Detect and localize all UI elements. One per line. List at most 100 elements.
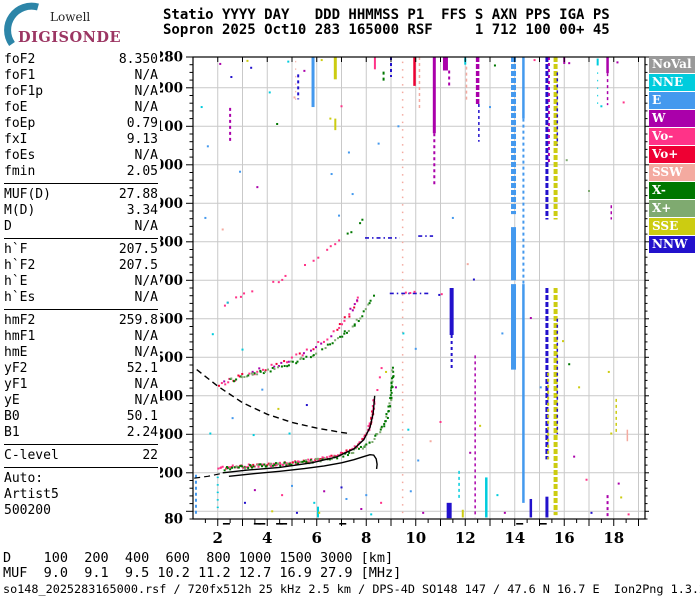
legend-item-ssw: SSW: [649, 164, 695, 181]
echo-dot: [301, 354, 304, 357]
echo-dot: [329, 343, 332, 346]
echo-dot: [279, 463, 282, 466]
echo-dot: [247, 374, 250, 377]
echo-dot: [316, 457, 319, 460]
param-label: yF2: [4, 361, 28, 376]
param-value: 3.34: [126, 203, 158, 218]
noise-dot: [276, 122, 279, 125]
noise-dot: [397, 125, 400, 128]
param-value: N/A: [134, 290, 158, 305]
param-row-hes: h`Es N/A: [4, 290, 158, 306]
x-axis-label: 6: [312, 529, 322, 547]
echo-dot: [334, 243, 337, 246]
noise-dot: [345, 497, 348, 500]
axis-mark: [516, 523, 524, 525]
echo-dot: [237, 374, 240, 377]
legend-item-vo: Vo-: [649, 128, 695, 145]
noise-dot: [305, 404, 308, 407]
echo-dot: [335, 455, 338, 458]
echo-dot: [283, 360, 286, 363]
echo-dot: [330, 454, 333, 457]
echo-dot: [352, 451, 355, 454]
echo-dot: [353, 324, 356, 327]
echo-dot: [297, 460, 300, 463]
x-axis-label: 4: [262, 529, 272, 547]
echo-dot: [256, 370, 259, 373]
echo-dot: [371, 441, 374, 444]
noise-dot: [252, 434, 255, 437]
echo-dot: [270, 465, 273, 468]
echo-dot: [317, 458, 320, 461]
echo-dot: [278, 461, 281, 464]
param-value: N/A: [134, 84, 158, 99]
echo-dot: [314, 346, 317, 349]
logo-graphic: Lowell DIGISONDE: [4, 2, 121, 47]
parameter-panel: foF2 8.350 foF1 N/A foF1p N/A foE N/A foEp 0.79 fx…: [4, 52, 158, 525]
echo-dot: [273, 463, 276, 466]
header-line1: Statio YYYY DAY DDD HHMMSS P1 FFS S AXN …: [163, 7, 610, 23]
echo-dot: [270, 363, 273, 366]
param-value: N/A: [134, 219, 158, 234]
param-value: 259.8: [118, 313, 158, 328]
echo-dot: [390, 398, 393, 401]
noise-dot: [231, 417, 234, 420]
noise-dot: [422, 511, 425, 514]
echo-dot: [361, 218, 364, 221]
echo-dot: [332, 330, 335, 333]
echo-dot: [363, 435, 366, 438]
echo-dot: [269, 370, 272, 373]
param-group-5: Auto: Artist5 500200: [4, 471, 158, 522]
legend-item-vo: Vo+: [649, 146, 695, 163]
param-label: yF1: [4, 377, 28, 392]
echo-dot: [241, 465, 244, 468]
echo-dot: [368, 302, 371, 305]
noise-dot: [469, 451, 472, 454]
echo-dot: [328, 455, 331, 458]
noise-dot: [288, 432, 291, 435]
echo-dot: [229, 466, 232, 469]
param-row-hme: hmE N/A: [4, 345, 158, 361]
param-row-fxi: fxI 9.13: [4, 132, 158, 148]
x-axis-label: 12: [455, 529, 476, 547]
echo-dot: [251, 290, 254, 293]
logo-digisonde-text: DIGISONDE: [18, 29, 121, 46]
noise-dot: [221, 228, 224, 231]
echo-dot: [290, 360, 293, 363]
noise-dot: [409, 292, 412, 295]
echo-dot: [286, 361, 289, 364]
legend-item-x: X+: [649, 200, 695, 217]
echo-dot: [364, 444, 367, 447]
echo-dot: [391, 369, 394, 372]
echo-dot: [322, 340, 325, 343]
echo-dot: [275, 463, 278, 466]
param-value: N/A: [134, 345, 158, 360]
echo-dot: [277, 364, 280, 367]
echo-dot: [367, 425, 370, 428]
x-axis-label: 2: [213, 529, 223, 547]
param-label: fmin: [4, 164, 36, 179]
param-row-artist5: Artist5: [4, 487, 158, 503]
echo-dot: [269, 462, 272, 465]
echo-dot: [339, 335, 342, 338]
echo-dot: [303, 460, 306, 463]
param-label: foEs: [4, 148, 36, 163]
noise-dot: [277, 407, 280, 410]
x-axis-label: 18: [603, 529, 624, 547]
echo-dot: [309, 460, 312, 463]
echo-dot: [273, 368, 276, 371]
param-value: 22: [142, 448, 158, 463]
echo-dot: [312, 348, 315, 351]
noise-dot: [347, 151, 350, 154]
status-line: so148_2025283165000.rsf / 720fx512h 25 k…: [3, 582, 700, 596]
noise-dot: [578, 386, 581, 389]
echo-dot: [267, 462, 270, 465]
echo-dot: [309, 349, 312, 352]
echo-dot: [383, 423, 386, 426]
noise-dot: [206, 145, 209, 148]
param-row-auto: Auto:: [4, 471, 158, 487]
echo-dot: [371, 405, 374, 408]
noise-dot: [204, 216, 207, 219]
echo-dot: [370, 416, 373, 419]
echo-dot: [223, 380, 226, 383]
echo-dot: [297, 462, 300, 465]
